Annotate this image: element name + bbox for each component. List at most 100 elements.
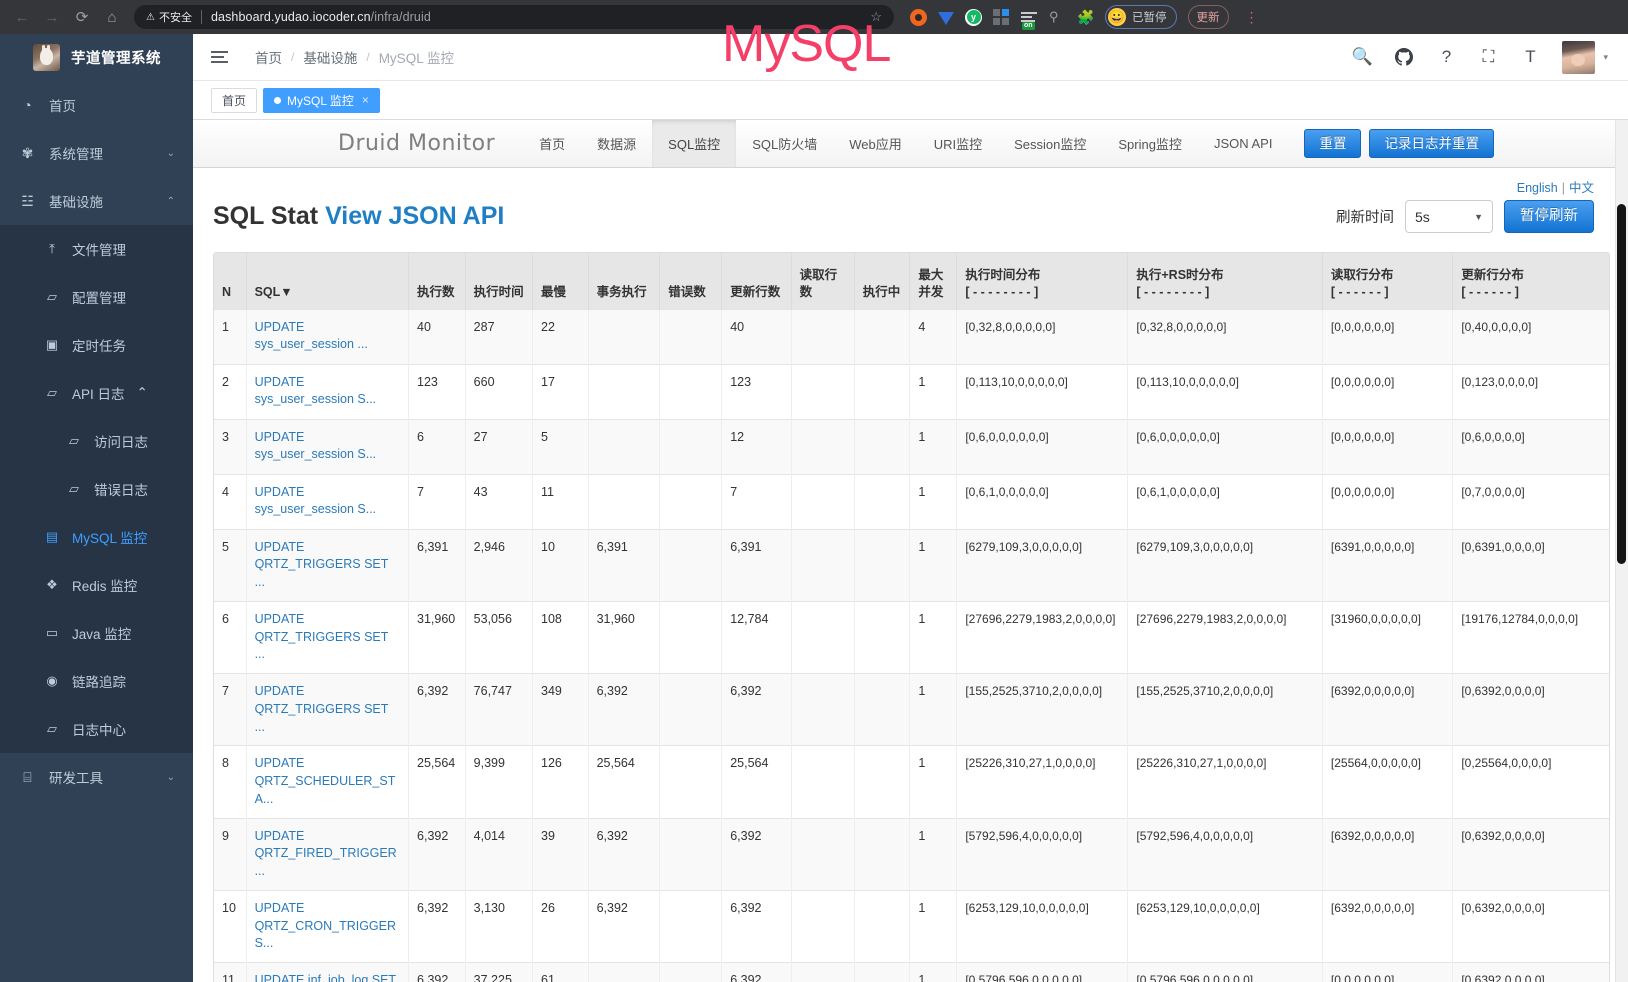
- row-sql[interactable]: UPDATE inf_job_log SET e...: [246, 962, 410, 982]
- star-icon[interactable]: ☆: [870, 9, 882, 24]
- search-icon[interactable]: 🔍: [1351, 47, 1374, 66]
- extension-green-icon[interactable]: y: [965, 8, 982, 26]
- row-sql[interactable]: UPDATE QRTZ_FIRED_TRIGGER...: [246, 817, 410, 891]
- col-exec-time[interactable]: 执行时间: [465, 253, 534, 309]
- sidebar-item-java-monitor[interactable]: ▭ Java 监控: [0, 609, 193, 657]
- extension-key-icon[interactable]: ⚲: [1049, 8, 1059, 24]
- github-icon[interactable]: [1394, 47, 1414, 67]
- back-arrow-icon[interactable]: ←: [14, 8, 30, 26]
- lang-chinese-link[interactable]: 中文: [1568, 181, 1594, 195]
- col-tx-exec[interactable]: 事务执行: [588, 253, 661, 309]
- row-sql[interactable]: UPDATE sys_user_session S...: [246, 418, 410, 474]
- fullscreen-icon[interactable]: ⛶: [1482, 47, 1495, 66]
- lang-english-link[interactable]: English: [1516, 181, 1558, 195]
- druid-nav-home[interactable]: 首页: [539, 137, 566, 152]
- druid-nav-sql-monitor[interactable]: SQL监控: [652, 120, 737, 167]
- row-sql[interactable]: UPDATE QRTZ_CRON_TRIGGERS...: [246, 889, 410, 963]
- user-menu[interactable]: ▾: [1562, 40, 1608, 74]
- sidebar-item-api-log[interactable]: ▱ API 日志 ⌃: [0, 369, 193, 417]
- sql-link[interactable]: UPDATE QRTZ_FIRED_TRIGGER...: [254, 828, 397, 879]
- col-n[interactable]: N: [214, 253, 247, 309]
- sql-link[interactable]: UPDATE QRTZ_TRIGGERS SET ...: [254, 684, 389, 734]
- extension-grid-icon[interactable]: [993, 8, 1010, 26]
- row-sql[interactable]: UPDATE QRTZ_SCHEDULER_STA...: [246, 745, 410, 818]
- sidebar-item-error-log[interactable]: ▱ 错误日志: [0, 465, 193, 513]
- sidebar-item-trace[interactable]: ◉ 链路追踪: [0, 657, 193, 705]
- reset-button[interactable]: 重置: [1304, 128, 1362, 159]
- reload-icon[interactable]: ⟳: [75, 9, 89, 26]
- tab-home[interactable]: 首页: [211, 87, 258, 113]
- sidebar-item-dev-tools[interactable]: ⌸ 研发工具 ⌄: [0, 753, 193, 801]
- sql-link[interactable]: UPDATE sys_user_session S...: [254, 374, 377, 407]
- hamburger-icon[interactable]: [211, 51, 228, 63]
- druid-nav-sql-firewall[interactable]: SQL防火墙: [752, 137, 818, 152]
- home-icon[interactable]: ⌂: [107, 8, 117, 26]
- kebab-menu-icon[interactable]: ⋮: [1244, 9, 1259, 25]
- sql-link[interactable]: UPDATE QRTZ_TRIGGERS SET ...: [254, 539, 389, 590]
- sql-link[interactable]: UPDATE inf_job_log SET e...: [254, 973, 396, 982]
- font-size-icon[interactable]: T: [1525, 47, 1536, 66]
- sql-link[interactable]: UPDATE sys_user_session S...: [254, 484, 377, 517]
- pause-refresh-button[interactable]: 暂停刷新: [1504, 200, 1594, 233]
- sql-link[interactable]: UPDATE QRTZ_CRON_TRIGGERS...: [254, 900, 397, 951]
- breadcrumb-item-infra[interactable]: 基础设施: [303, 51, 358, 66]
- sidebar-item-log-center[interactable]: ▱ 日志中心: [0, 705, 193, 753]
- sidebar-item-redis-monitor[interactable]: ❖ Redis 监控: [0, 561, 193, 609]
- update-button[interactable]: 更新: [1187, 5, 1229, 29]
- refresh-interval-select[interactable]: 5s ▼: [1405, 200, 1493, 233]
- row-sql[interactable]: UPDATE QRTZ_TRIGGERS SET ...: [246, 600, 410, 674]
- sidebar-brand[interactable]: 芋道管理系统: [0, 34, 193, 81]
- col-max-concurrent[interactable]: 最大并发: [909, 253, 958, 309]
- address-bar[interactable]: ⚠ 不安全 dashboard.yudao.iocoder.cn/infra/d…: [134, 5, 894, 29]
- log-and-reset-button[interactable]: 记录日志并重置: [1369, 128, 1494, 159]
- druid-nav-web-app[interactable]: Web应用: [849, 137, 902, 152]
- sidebar-item-access-log[interactable]: ▱ 访问日志: [0, 417, 193, 465]
- druid-nav-spring-monitor[interactable]: Spring监控: [1118, 137, 1182, 152]
- col-update-rows[interactable]: 更新行数: [721, 253, 792, 309]
- view-json-api-link[interactable]: View JSON API: [325, 202, 505, 230]
- druid-nav-session-monitor[interactable]: Session监控: [1014, 137, 1087, 152]
- col-exec-time-dist[interactable]: 执行时间分布 [ - - - - - - - - ]: [956, 253, 1129, 309]
- sidebar-item-scheduled-task[interactable]: ▣ 定时任务: [0, 321, 193, 369]
- druid-nav-datasource[interactable]: 数据源: [597, 137, 637, 152]
- row-update-rows-dist: [0,6392,0,0,0,0]: [1452, 817, 1609, 891]
- sidebar-item-infra[interactable]: ☳ 基础设施 ⌃: [0, 177, 193, 225]
- druid-nav-uri-monitor[interactable]: URI监控: [933, 137, 983, 152]
- extension-list-icon[interactable]: on: [1021, 9, 1038, 30]
- sql-link[interactable]: UPDATE sys_user_session S...: [254, 429, 377, 462]
- col-read-rows[interactable]: 读取行数: [791, 253, 855, 309]
- extensions-puzzle-icon[interactable]: 🧩: [1077, 8, 1095, 25]
- help-circle-icon[interactable]: ?: [1441, 47, 1452, 66]
- sidebar-item-home[interactable]: ◔ 首页: [0, 81, 193, 129]
- col-exec-rs-dist[interactable]: 执行+RS时分布 [ - - - - - - - - ]: [1127, 253, 1323, 309]
- sql-link[interactable]: UPDATE QRTZ_SCHEDULER_STA...: [254, 756, 396, 806]
- col-error-count[interactable]: 错误数: [659, 253, 723, 309]
- breadcrumb-item-home[interactable]: 首页: [255, 51, 282, 66]
- row-sql[interactable]: UPDATE sys_user_session S...: [246, 363, 410, 419]
- col-update-rows-dist[interactable]: 更新行分布 [ - - - - - - ]: [1452, 253, 1609, 309]
- druid-nav-json-api[interactable]: JSON API: [1213, 136, 1273, 151]
- page-scrollbar[interactable]: [1615, 120, 1628, 982]
- col-running[interactable]: 执行中: [854, 253, 911, 309]
- tab-mysql-monitor[interactable]: MySQL 监控 ×: [263, 87, 380, 113]
- row-sql[interactable]: UPDATE sys_user_session S...: [246, 473, 410, 529]
- col-slowest[interactable]: 最慢: [532, 253, 589, 309]
- sidebar-item-config-manage[interactable]: ▱ 配置管理: [0, 273, 193, 321]
- sql-link[interactable]: UPDATE QRTZ_TRIGGERS SET ...: [254, 611, 389, 662]
- sidebar-item-system[interactable]: ✾ 系统管理 ⌄: [0, 129, 193, 177]
- forward-arrow-icon[interactable]: →: [44, 8, 60, 26]
- sidebar-item-mysql-monitor[interactable]: ▤ MySQL 监控: [0, 513, 193, 561]
- sql-link[interactable]: UPDATE sys_user_session ...: [254, 319, 368, 352]
- row-sql[interactable]: UPDATE sys_user_session ...: [246, 308, 410, 364]
- extension-diamond-icon[interactable]: [938, 11, 954, 25]
- col-read-rows-dist[interactable]: 读取行分布 [ - - - - - - ]: [1322, 253, 1454, 309]
- col-exec-count[interactable]: 执行数: [408, 253, 466, 309]
- profile-chip[interactable]: 😀 已暂停: [1105, 5, 1177, 29]
- scrollbar-thumb[interactable]: [1617, 204, 1626, 564]
- extension-orange-icon[interactable]: [910, 8, 927, 26]
- col-sql[interactable]: SQL▼: [246, 253, 410, 309]
- row-sql[interactable]: UPDATE QRTZ_TRIGGERS SET ...: [246, 672, 410, 746]
- close-icon[interactable]: ×: [361, 93, 369, 107]
- row-sql[interactable]: UPDATE QRTZ_TRIGGERS SET ...: [246, 528, 410, 602]
- sidebar-item-file-manage[interactable]: ⤒ 文件管理: [0, 225, 193, 273]
